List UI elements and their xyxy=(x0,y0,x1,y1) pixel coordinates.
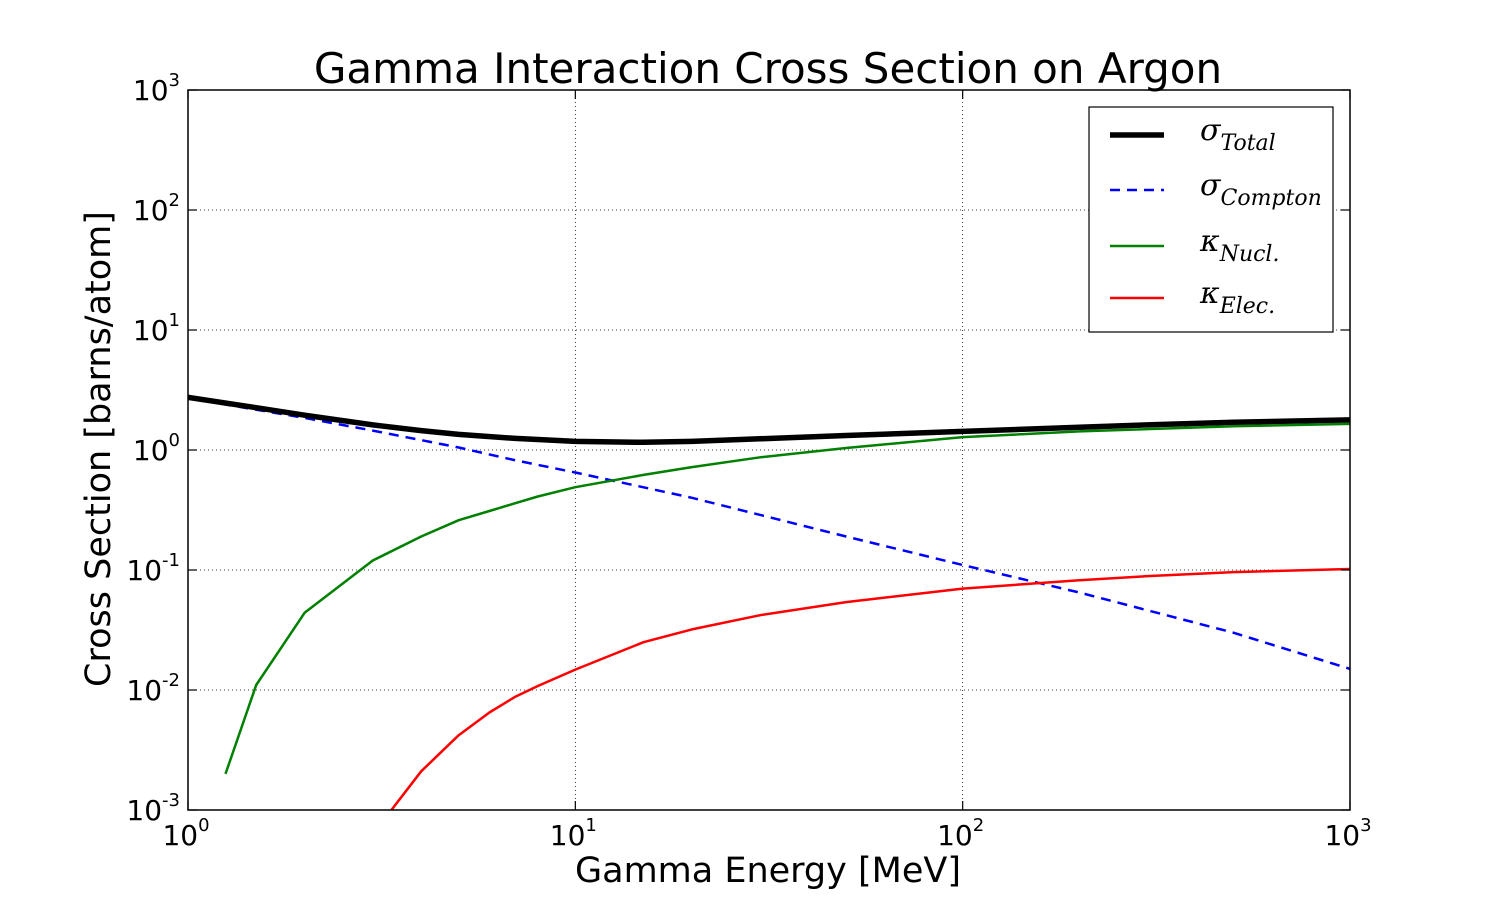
axis-ticks: 100 101 102 103 10-3 10-2 10-1 100 101 102 103 xyxy=(126,70,1371,852)
series-line-nucl xyxy=(224,422,1350,775)
legend-label: σCompton xyxy=(1200,168,1322,211)
chart-title: Gamma Interaction Cross Section on Argon xyxy=(314,44,1222,93)
x-tick-label: 103 xyxy=(1324,815,1371,852)
legend-label: κElec. xyxy=(1199,276,1275,319)
y-tick-label: 100 xyxy=(133,430,180,467)
y-tick-label: 10-3 xyxy=(126,790,180,827)
series-line-elec xyxy=(390,567,1350,810)
series-lines xyxy=(188,394,1350,810)
series-line-total xyxy=(188,394,1350,446)
y-tick-label: 101 xyxy=(133,310,180,347)
y-tick-label: 10-1 xyxy=(126,550,180,587)
legend-box xyxy=(1088,106,1334,333)
series-line-compton xyxy=(188,396,1350,671)
y-axis-label: Cross Section [barns/atom] xyxy=(79,211,119,687)
x-axis-label: Gamma Energy [MeV] xyxy=(575,851,961,891)
x-tick-label: 102 xyxy=(937,815,984,852)
legend-label: σTotal xyxy=(1200,113,1276,156)
legend: σTotal σCompton κNucl. κElec. xyxy=(1088,106,1334,333)
x-tick-label: 100 xyxy=(162,815,209,852)
y-tick-label: 103 xyxy=(133,70,180,107)
x-tick-label: 101 xyxy=(550,815,597,852)
y-tick-label: 10-2 xyxy=(126,670,180,707)
legend-label: κNucl. xyxy=(1199,224,1279,267)
y-tick-label: 102 xyxy=(133,190,180,227)
